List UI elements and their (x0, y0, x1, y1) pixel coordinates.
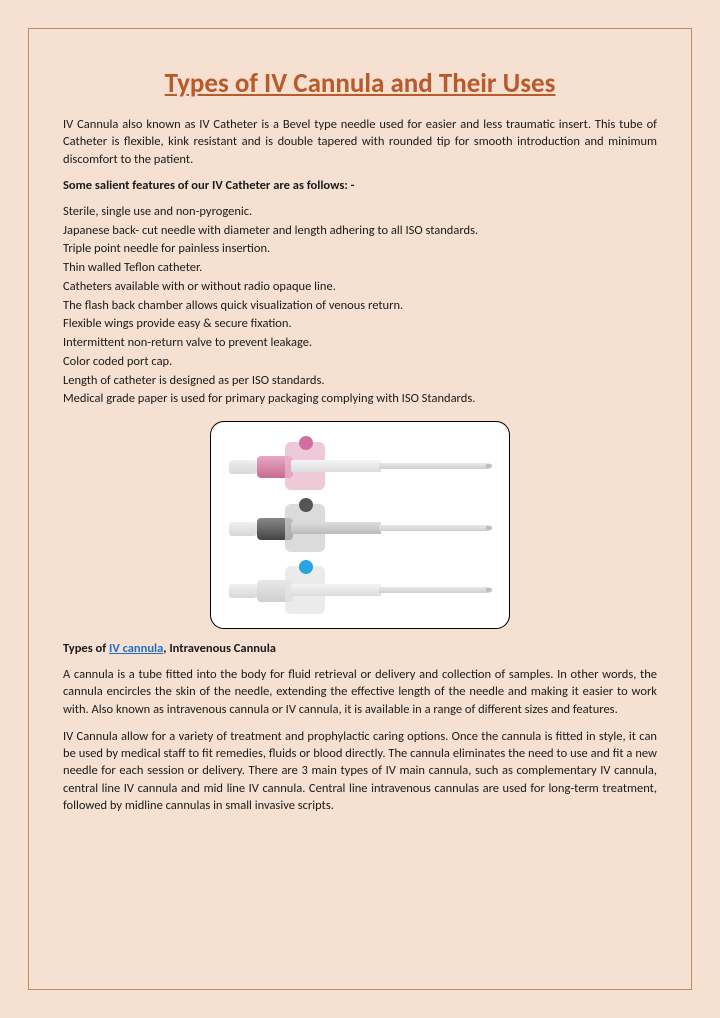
feature-item: Length of catheter is designed as per IS… (63, 372, 657, 391)
feature-item: The flash back chamber allows quick visu… (63, 297, 657, 316)
feature-item: Japanese back- cut needle with diameter … (63, 222, 657, 241)
intro-paragraph: IV Cannula also known as IV Catheter is … (63, 116, 657, 168)
features-heading: Some salient features of our IV Catheter… (63, 178, 657, 193)
types-suffix: , Intravenous Cannula (163, 641, 276, 656)
features-list: Sterile, single use and non-pyrogenic. J… (63, 203, 657, 409)
cannula-blue-icon (229, 560, 491, 618)
product-image-wrap (63, 421, 657, 629)
paragraph-usage: IV Cannula allow for a variety of treatm… (63, 728, 657, 814)
feature-item: Catheters available with or without radi… (63, 278, 657, 297)
feature-item: Flexible wings provide easy & secure fix… (63, 315, 657, 334)
cannula-grey-icon (229, 498, 491, 556)
feature-item: Sterile, single use and non-pyrogenic. (63, 203, 657, 222)
feature-item: Color coded port cap. (63, 353, 657, 372)
product-image (210, 421, 510, 629)
types-prefix: Types of (63, 641, 109, 656)
feature-item: Thin walled Teflon catheter. (63, 259, 657, 278)
page-title: Types of IV Cannula and Their Uses (63, 67, 657, 100)
iv-cannula-link[interactable]: IV cannula (109, 641, 163, 656)
types-heading: Types of IV cannula, Intravenous Cannula (63, 641, 657, 656)
cannula-pink-icon (229, 436, 491, 494)
paragraph-definition: A cannula is a tube fitted into the body… (63, 666, 657, 718)
feature-item: Intermittent non-return valve to prevent… (63, 334, 657, 353)
feature-item: Triple point needle for painless inserti… (63, 240, 657, 259)
feature-item: Medical grade paper is used for primary … (63, 390, 657, 409)
document-page: Types of IV Cannula and Their Uses IV Ca… (28, 28, 692, 990)
